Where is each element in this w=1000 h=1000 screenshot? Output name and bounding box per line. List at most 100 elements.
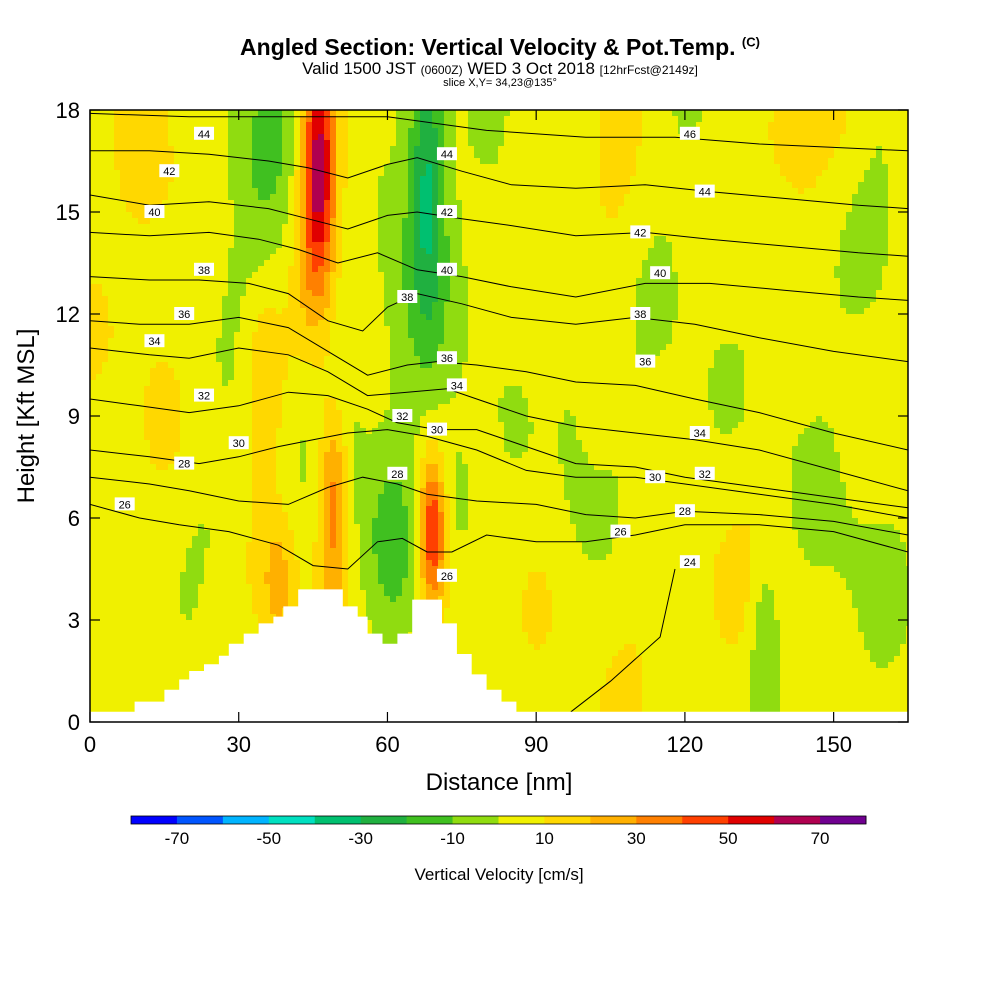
heatmap-cell [264,512,271,519]
heatmap-cell [348,470,355,477]
heatmap-cell [210,374,217,381]
heatmap-cell [138,578,145,585]
heatmap-cell [138,416,145,423]
heatmap-cell [168,416,175,423]
heatmap-cell [276,470,283,477]
heatmap-cell [258,254,265,261]
heatmap-cell [120,644,127,651]
heatmap-cell [162,320,169,327]
heatmap-cell [210,200,217,207]
heatmap-cell [90,584,97,591]
heatmap-cell [168,236,175,243]
heatmap-cell [366,248,373,255]
heatmap-cell [318,284,325,291]
heatmap-cell [138,440,145,447]
heatmap-cell [258,344,265,351]
heatmap-cell [354,464,361,471]
heatmap-cell [210,632,217,639]
heatmap-cell [366,212,373,219]
heatmap-cell [330,542,337,549]
heatmap-cell [216,464,223,471]
heatmap-cell [144,680,151,687]
heatmap-cell [300,134,307,141]
heatmap-cell [198,530,205,537]
heatmap-cell [378,266,385,273]
heatmap-cell [126,578,133,585]
heatmap-cell [228,128,235,135]
heatmap-cell [144,566,151,573]
heatmap-cell [336,386,343,393]
heatmap-cell [138,260,145,267]
heatmap-cell [258,524,265,531]
heatmap-cell [150,692,157,699]
heatmap-cell [294,362,301,369]
heatmap-cell [150,398,157,405]
heatmap-cell [108,158,115,165]
heatmap-cell [234,224,241,231]
heatmap-cell [282,350,289,357]
heatmap-cell [276,398,283,405]
heatmap-cell [162,392,169,399]
heatmap-cell [162,416,169,423]
heatmap-cell [276,416,283,423]
heatmap-cell [174,332,181,339]
heatmap-cell [168,128,175,135]
heatmap-cell [318,452,325,459]
heatmap-cell [348,308,355,315]
heatmap-cell [216,476,223,483]
heatmap-cell [306,428,313,435]
heatmap-cell [108,188,115,195]
heatmap-cell [240,212,247,219]
heatmap-cell [222,362,229,369]
heatmap-cell [168,320,175,327]
heatmap-cell [252,254,259,261]
heatmap-cell [90,446,97,453]
heatmap-cell [108,128,115,135]
heatmap-cell [264,302,271,309]
heatmap-cell [96,482,103,489]
heatmap-cell [120,170,127,177]
heatmap-cell [120,668,127,675]
heatmap-cell [246,458,253,465]
heatmap-cell [330,548,337,555]
heatmap-cell [108,116,115,123]
heatmap-cell [324,500,331,507]
heatmap-cell [306,506,313,513]
heatmap-cell [354,512,361,519]
heatmap-cell [294,452,301,459]
heatmap-cell [138,428,145,435]
heatmap-cell [342,548,349,555]
heatmap-cell [264,356,271,363]
heatmap-cell [168,200,175,207]
heatmap-cell [354,356,361,363]
heatmap-cell [312,320,319,327]
heatmap-cell [246,404,253,411]
heatmap-cell [378,590,385,597]
heatmap-cell [354,374,361,381]
heatmap-cell [300,260,307,267]
heatmap-cell [102,236,109,243]
heatmap-cell [168,602,175,609]
heatmap-cell [138,164,145,171]
heatmap-cell [252,362,259,369]
heatmap-cell [348,404,355,411]
heatmap-cell [102,140,109,147]
heatmap-cell [102,692,109,699]
heatmap-cell [366,158,373,165]
heatmap-cell [210,380,217,387]
heatmap-cell [192,290,199,297]
heatmap-cell [138,494,145,501]
heatmap-cell [144,242,151,249]
heatmap-cell [96,188,103,195]
heatmap-cell [90,488,97,495]
heatmap-cell [180,386,187,393]
heatmap-cell [276,536,283,543]
heatmap-cell [270,254,277,261]
heatmap-cell [204,476,211,483]
heatmap-cell [282,458,289,465]
heatmap-cell [216,470,223,477]
heatmap-cell [378,326,385,333]
heatmap-cell [114,182,121,189]
heatmap-cell [234,344,241,351]
heatmap-cell [126,164,133,171]
